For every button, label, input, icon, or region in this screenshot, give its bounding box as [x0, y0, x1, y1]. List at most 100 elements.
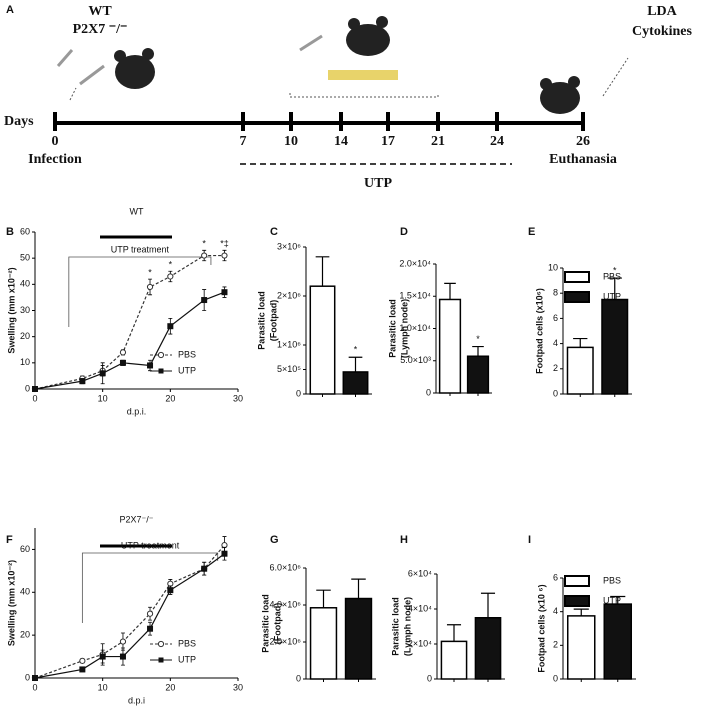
y-tick-label: 50: [20, 253, 30, 263]
marker: [99, 653, 106, 660]
legend-marker: [158, 657, 164, 663]
x-axis-label: d.p.i: [128, 695, 145, 705]
series-line: [34, 544, 225, 679]
legend-label: UTP: [178, 654, 196, 664]
legend-marker: [157, 640, 165, 648]
x-axis-label: d.p.i.: [127, 406, 147, 416]
bar: [440, 640, 468, 680]
panel-label: D: [400, 226, 408, 238]
y-tick-label: 4: [553, 338, 558, 348]
y-axis-label: Footpad cells (x10⁶): [534, 288, 544, 374]
marker: [32, 386, 38, 392]
marker: [201, 297, 208, 304]
y-tick-label: 0: [296, 673, 301, 683]
treatment-label: UTP treatment: [111, 244, 170, 254]
y-tick-label: 1.5×10⁴: [399, 291, 431, 301]
y-tick-label: 6: [553, 313, 558, 323]
day-label: 10: [284, 134, 298, 149]
panel-label: C: [270, 226, 278, 238]
y-tick-label: 4.0×10⁶: [270, 599, 302, 609]
legend-label: PBS: [603, 575, 621, 585]
error-bar: [315, 256, 330, 287]
panel-label: G: [270, 534, 279, 546]
legend-label: PBS: [603, 271, 621, 281]
legend-label: PBS: [178, 349, 196, 359]
y-tick-label: 2×10⁶: [277, 290, 301, 300]
bar: [566, 615, 596, 680]
error-bar: [607, 277, 622, 300]
day-label: 21: [431, 134, 445, 149]
legend-swatch: [564, 595, 590, 607]
y-axis-label: (Lymph node): [402, 597, 412, 656]
readout-label: LDA: [647, 4, 677, 19]
x-tick-label: 20: [165, 682, 175, 692]
y-axis-label: Footpad cells (x10 ⁶): [536, 584, 546, 672]
error-bar: [348, 356, 363, 372]
x-tick-label: 0: [32, 393, 37, 403]
marker: [32, 675, 38, 681]
error-bar: [480, 592, 496, 618]
y-tick-label: 30: [20, 305, 30, 315]
day-label: 0: [52, 134, 59, 149]
end-label: Euthanasia: [549, 152, 617, 167]
day-label: 26: [576, 134, 590, 149]
y-tick-label: 6.0×10⁶: [270, 562, 302, 572]
marker: [221, 289, 228, 296]
chart-title: P2X7⁻/⁻: [119, 514, 153, 524]
y-tick-label: 0: [426, 387, 431, 397]
y-tick-label: 20: [20, 630, 30, 640]
bar: [344, 597, 373, 680]
bar: [309, 607, 338, 680]
y-axis-label: Swelling (mm x10⁻²): [6, 560, 16, 646]
panel-label: E: [528, 226, 535, 238]
x-tick-label: 30: [233, 393, 243, 403]
legend-label: UTP: [178, 365, 196, 375]
arrow: [69, 57, 629, 101]
marker: [119, 349, 127, 356]
y-tick-label: 1×10⁶: [277, 339, 301, 349]
treatment-bracket: [81, 552, 219, 623]
marker: [167, 323, 174, 330]
bar: [342, 371, 369, 395]
y-axis-label: (Footpad): [272, 603, 282, 644]
annotation: *: [613, 265, 617, 275]
treatment-label: UTP: [364, 176, 392, 191]
panel-label: H: [400, 534, 408, 546]
marker: [221, 252, 228, 259]
mouse-icon: [114, 16, 580, 114]
error-bar: [444, 282, 456, 300]
legend-swatch: [564, 291, 590, 303]
bar: [438, 298, 462, 394]
caliper-icon: [328, 70, 398, 80]
treatment-label: UTP treatment: [121, 540, 180, 550]
x-tick-label: 0: [32, 682, 37, 692]
error-bar: [316, 589, 331, 608]
group-label: P2X7 ⁻/⁻: [73, 22, 128, 37]
y-tick-label: 10: [548, 262, 558, 272]
marker: [119, 359, 126, 366]
error-bar: [610, 595, 626, 605]
x-tick-label: 10: [98, 682, 108, 692]
series-line: [34, 254, 225, 390]
bar: [566, 346, 594, 395]
panel-label: F: [6, 534, 13, 546]
y-tick-label: 20: [20, 331, 30, 341]
marker: [167, 273, 174, 280]
y-axis-label: Parasitic load: [387, 299, 397, 358]
y-tick-label: 8: [553, 288, 558, 298]
series-line: [34, 291, 225, 390]
y-tick-label: 1.0×10⁴: [399, 323, 431, 333]
annotation: *: [169, 260, 173, 270]
legend-marker: [157, 351, 165, 359]
chart-title: WT: [130, 206, 144, 216]
y-tick-label: 0: [553, 673, 558, 683]
y-tick-label: 2: [553, 363, 558, 373]
marker: [201, 565, 208, 572]
panel-label: A: [6, 4, 14, 16]
series-line: [34, 553, 225, 679]
bar: [601, 298, 629, 395]
legend-label: PBS: [178, 638, 196, 648]
y-axis-label: Swelling (mm x10⁻²): [6, 267, 16, 353]
error-bar: [573, 337, 588, 348]
